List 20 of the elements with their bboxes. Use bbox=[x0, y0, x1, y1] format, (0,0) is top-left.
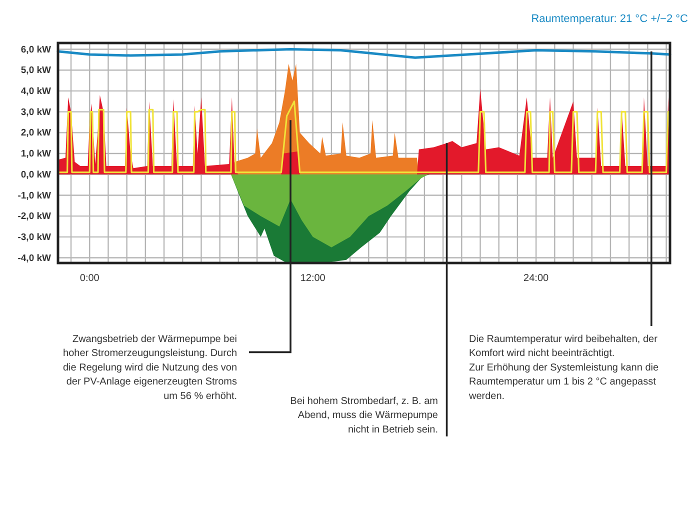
y-tick-label: 2,0 kW bbox=[20, 128, 52, 139]
annotation: Die Raumtemperatur wird beibehalten, der Komfort wird nicht beeinträchtigt. Zur Erhöhung der Systemleistung kann die Raumtemperatur um 1 bis 2 °C angepasst werden. bbox=[468, 334, 659, 402]
y-tick-label: -1,0 kW bbox=[18, 190, 52, 202]
y-tick-label: 0,0 kW bbox=[20, 169, 52, 180]
y-tick-label: -2,0 kW bbox=[18, 211, 52, 222]
y-tick-label: -4,0 kW bbox=[18, 252, 52, 264]
x-tick-label: 12:00 bbox=[300, 273, 326, 284]
y-tick-label: -3,0 kW bbox=[18, 232, 52, 243]
x-tick-label: 0:00 bbox=[80, 273, 100, 284]
line-series bbox=[56, 48, 672, 59]
line-series bbox=[57, 100, 671, 174]
y-tick-label: 6,0 kW bbox=[20, 44, 52, 56]
y-tick-label: 4,0 kW bbox=[20, 86, 52, 97]
y-tick-label: 1,0 kW bbox=[20, 148, 52, 160]
y-tick-label: 3,0 kW bbox=[20, 106, 52, 118]
annotation: Bei hohem Strombedarf, z. B. am Abend, muss die Wärmepumpe nicht in Betrieb sein. bbox=[290, 396, 438, 436]
text: Raumtemperatur: 21 °C +/−2 °C bbox=[531, 13, 688, 25]
x-tick-label: 24:00 bbox=[524, 273, 550, 284]
annotation: Zwangsbetrieb der Wärmepumpe bei hoher Stromerzeugungsleistung. Durch die Regelung wird die Nutzung des von der PV-Anlage eigenerzeugten Stroms um 56 % erhöht. bbox=[63, 334, 237, 402]
y-tick-label: 5,0 kW bbox=[20, 65, 52, 76]
